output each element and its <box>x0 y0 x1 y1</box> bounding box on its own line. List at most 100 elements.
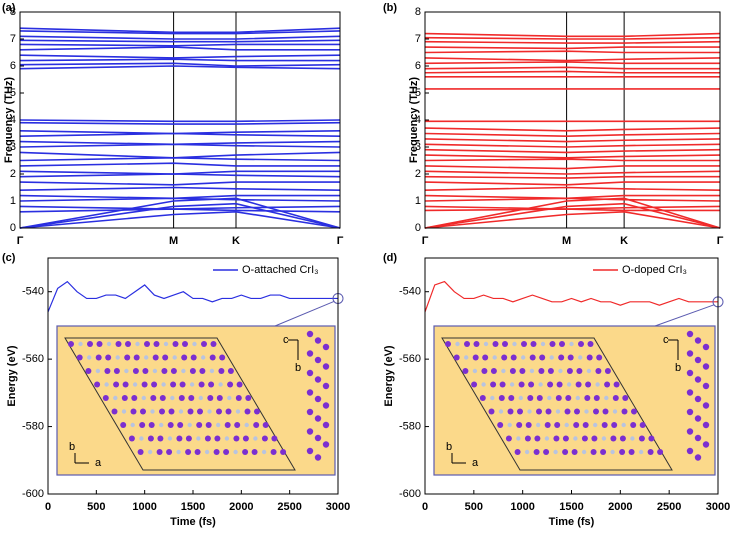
atom <box>564 408 571 415</box>
atom <box>482 354 489 361</box>
phonon-band <box>19 119 341 123</box>
panel-label: (c) <box>2 252 16 264</box>
atom <box>686 350 694 357</box>
phonon-band <box>424 66 720 70</box>
atom <box>582 422 589 428</box>
phonon-band <box>19 210 341 229</box>
atom <box>481 368 488 374</box>
atom <box>314 454 322 461</box>
atom <box>586 368 592 374</box>
phonon-band <box>424 32 721 38</box>
y-tick-label: -580 <box>22 420 44 432</box>
atom <box>104 368 111 374</box>
y-tick-label: -560 <box>399 353 421 365</box>
phonon-band <box>424 181 720 186</box>
phonon-band <box>19 65 341 70</box>
atom <box>152 368 158 374</box>
atom <box>262 422 269 428</box>
x-tick-label: 0 <box>45 501 51 513</box>
atom <box>464 355 469 360</box>
phonon-band <box>19 54 341 59</box>
atom <box>133 354 140 361</box>
atom <box>207 395 214 401</box>
atom <box>569 341 574 347</box>
atom <box>190 354 197 361</box>
atom <box>96 341 103 347</box>
x-axis-label: Time (fs) <box>170 516 216 528</box>
atom <box>245 395 252 401</box>
atom <box>209 354 216 361</box>
atom <box>198 395 203 401</box>
atom <box>534 435 541 442</box>
y-tick-label: 5 <box>415 87 421 99</box>
atom <box>686 408 694 416</box>
y-axis-label: Frequency (THz) <box>3 77 15 164</box>
phonon-band <box>19 205 341 210</box>
phonon-band <box>19 186 341 191</box>
atom <box>530 341 537 347</box>
atom <box>514 449 521 455</box>
atom <box>94 381 101 388</box>
x-tick-label: 2000 <box>608 501 632 513</box>
y-tick-label: 8 <box>10 6 16 18</box>
phonon-band <box>19 132 341 137</box>
atom <box>600 449 607 455</box>
atom <box>540 341 546 347</box>
atom <box>187 422 192 428</box>
atom <box>630 436 635 441</box>
x-tick-label: 2500 <box>277 501 301 513</box>
atom <box>610 435 617 442</box>
atom <box>581 449 587 455</box>
atom <box>159 395 166 401</box>
atom <box>549 341 556 347</box>
atom <box>584 395 591 401</box>
atom <box>562 449 569 455</box>
atom <box>197 408 203 415</box>
y-tick-label: 3 <box>415 141 421 153</box>
atom <box>549 355 554 360</box>
atom <box>235 395 242 401</box>
phonon-band <box>19 156 341 162</box>
y-tick-label: 8 <box>415 6 421 18</box>
phonon-band <box>424 170 721 175</box>
atom <box>694 395 702 403</box>
x-tick-label: Γ <box>422 235 429 247</box>
atom <box>547 381 554 388</box>
atom <box>227 381 234 388</box>
atom <box>558 368 563 374</box>
phonon-band <box>19 151 341 159</box>
atom <box>227 395 232 401</box>
atom <box>507 422 512 428</box>
atom <box>261 435 268 442</box>
atom <box>253 436 258 441</box>
atom <box>196 422 203 428</box>
atom <box>214 435 221 442</box>
atom <box>601 422 608 428</box>
phonon-band <box>424 154 721 159</box>
energy-line <box>424 280 718 313</box>
atom <box>322 421 330 429</box>
atom <box>628 449 635 455</box>
atom <box>630 422 637 428</box>
atom <box>564 422 569 428</box>
x-tick-label: 3000 <box>326 501 350 513</box>
phonon-band <box>424 205 721 210</box>
atom <box>611 422 618 428</box>
atom <box>524 435 531 442</box>
atom <box>121 395 128 401</box>
atom <box>176 449 181 455</box>
atom <box>87 341 93 347</box>
atom <box>142 368 149 374</box>
atom <box>574 408 580 415</box>
phonon-band <box>424 138 721 143</box>
plot-frame <box>424 11 721 229</box>
plot-frame <box>47 257 339 495</box>
atom <box>172 355 177 360</box>
phonon-band <box>424 208 720 212</box>
atom <box>156 449 163 455</box>
atom <box>638 435 645 442</box>
phonon-band <box>424 148 721 154</box>
atom <box>95 354 102 361</box>
atom <box>236 381 243 388</box>
atom <box>686 389 694 396</box>
